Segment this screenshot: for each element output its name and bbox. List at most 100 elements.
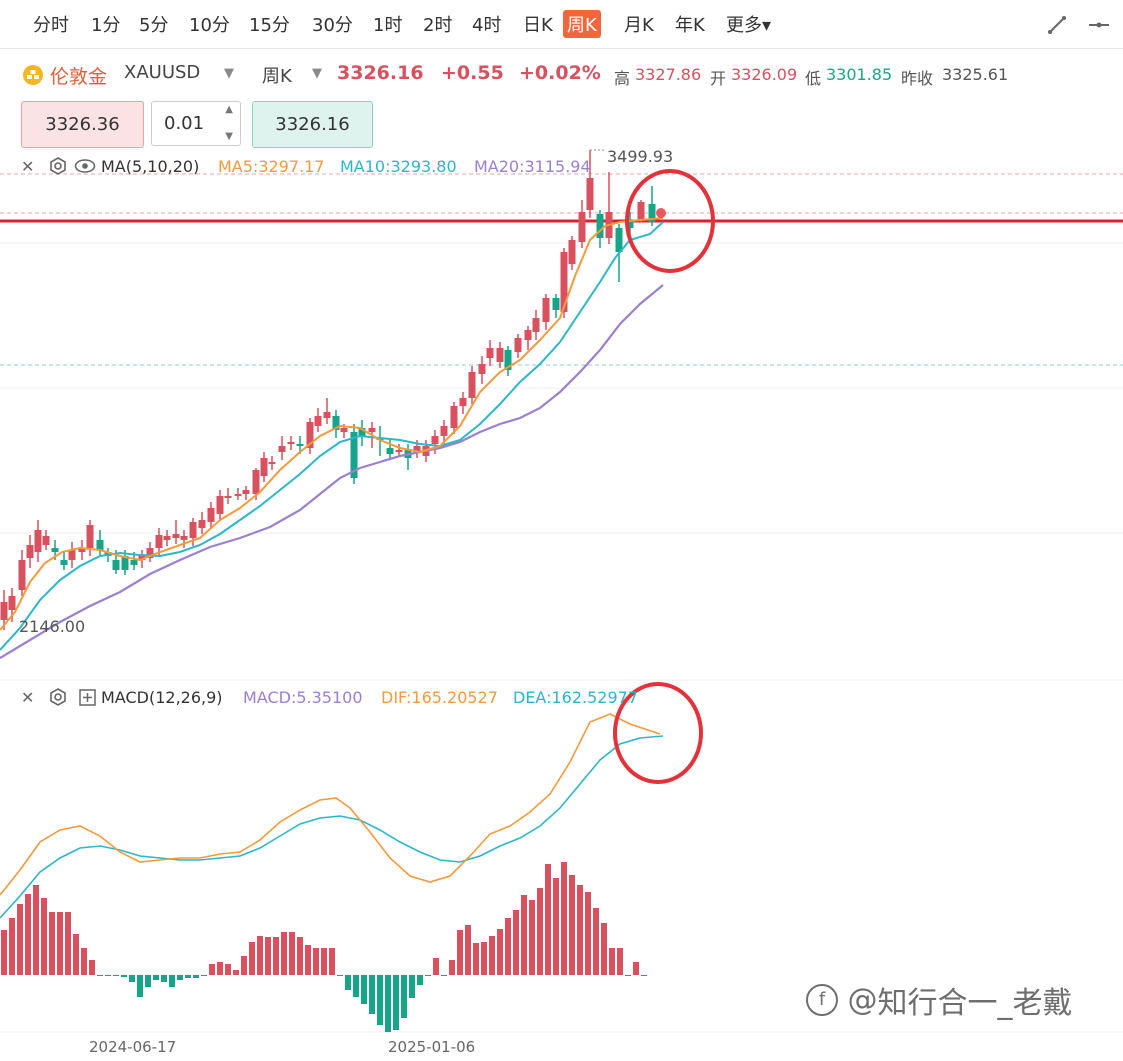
macd-bar [377,975,383,1025]
macd-bar [121,975,127,977]
tab-0[interactable]: 分时 [33,15,69,36]
macd-bar [577,885,583,975]
candlesticks [0,150,656,630]
tab-13[interactable]: 更多▾ [726,15,772,36]
macd-bar [561,862,567,975]
ma20-value: MA20:3115.94 [474,157,591,176]
tab-4[interactable]: 15分 [249,15,290,36]
macd-bar [73,934,79,975]
candle-body [440,426,448,436]
macd-bar [593,908,599,975]
stepper-down-icon[interactable]: ▼ [225,131,233,142]
last-price: 3326.16 [337,62,424,84]
ma5-value: MA5:3297.17 [218,157,325,176]
macd-bar [193,975,199,978]
tab-3[interactable]: 10分 [189,15,230,36]
candle-body [586,178,594,210]
add-indicator-icon[interactable] [79,689,96,706]
tab-8[interactable]: 4时 [472,15,502,36]
tab-5[interactable]: 30分 [312,15,353,36]
eye-icon[interactable] [74,158,96,174]
macd-bar [217,962,223,975]
buy-price-button[interactable]: 3326.16 [252,101,373,148]
candle-body [323,412,331,418]
tab-2[interactable]: 5分 [139,15,169,36]
macd-bar [17,904,23,975]
macd-bar [465,925,471,975]
macd-bar [281,932,287,975]
low-annotation: 2146.00 [19,617,86,636]
candle-body [568,240,576,264]
symbol-dropdown-icon[interactable]: ▼ [224,66,234,81]
tab-12[interactable]: 年K [675,15,705,36]
macd-bar [169,975,175,987]
candle-body [260,458,268,476]
tab-10[interactable]: 周K [563,10,601,38]
candle-body [524,330,532,340]
macd-bar [449,960,455,975]
gold-coin-icon [23,65,43,85]
period-select[interactable]: 周K [262,66,292,87]
macd-bar [321,948,327,975]
draw-line-icon[interactable] [1046,14,1068,36]
close-ma-icon[interactable]: ✕ [21,157,35,176]
dea-value: DEA:162.52977 [513,688,639,707]
candle-body [413,446,421,452]
period-dropdown-icon[interactable]: ▼ [312,66,322,81]
sell-price-button[interactable]: 3326.36 [21,101,144,148]
instrument-name[interactable]: 伦敦金 [50,66,108,88]
close-macd-icon[interactable]: ✕ [21,688,35,707]
candle-body [78,548,86,552]
candle-body [180,536,188,540]
tab-7[interactable]: 2时 [423,15,453,36]
open-value: 3326.09 [731,65,798,84]
macd-bar [313,948,319,975]
settings-icon[interactable] [49,157,67,175]
candle-body [130,560,138,565]
macd-bar [521,895,527,975]
candle-body [242,490,250,494]
low-value: 3301.85 [826,65,893,84]
instrument-symbol[interactable]: XAUUSD [124,62,201,83]
watermark: f @知行合一_老戴 [806,978,1073,1022]
macd-bar [417,975,423,985]
macd-bar [585,892,591,975]
tab-9[interactable]: 日K [523,15,553,36]
candle-body [138,555,146,560]
candle-body [198,520,206,528]
tab-1[interactable]: 1分 [91,15,121,36]
candle-body [648,204,656,222]
macd-settings-icon[interactable] [49,688,67,706]
low-label: 低 [805,69,822,88]
candle-body [207,508,215,522]
macd-bar [625,975,631,976]
macd-bar [161,975,167,982]
candle-body [216,496,224,514]
ma-legend-title: MA(5,10,20) [101,157,200,176]
candle-body [386,448,394,454]
tab-6[interactable]: 1时 [373,15,403,36]
macd-bar [545,864,551,975]
candle-body [26,545,34,558]
macd-bar [1,930,7,975]
x-axis-label-1: 2024-06-17 [89,1038,177,1056]
horizontal-line-icon[interactable] [1088,14,1110,36]
macd-bar [569,875,575,975]
macd-bar [497,929,503,975]
macd-bar [345,975,351,990]
tab-11[interactable]: 月K [624,15,654,36]
lot-size-stepper[interactable]: 0.01 ▲ ▼ [151,101,241,146]
macd-bar [249,942,255,975]
macd-bar [513,910,519,975]
candle-body [486,348,494,358]
high-value: 3327.86 [635,65,702,84]
macd-bar [617,948,623,975]
lot-size-value[interactable]: 0.01 [164,113,205,134]
candle-body [504,350,512,370]
candle-body [306,422,314,448]
open-label: 开 [710,69,727,88]
macd-legend-title: MACD(12,26,9) [101,688,223,707]
stepper-up-icon[interactable]: ▲ [225,104,233,115]
candle-body [268,462,276,464]
